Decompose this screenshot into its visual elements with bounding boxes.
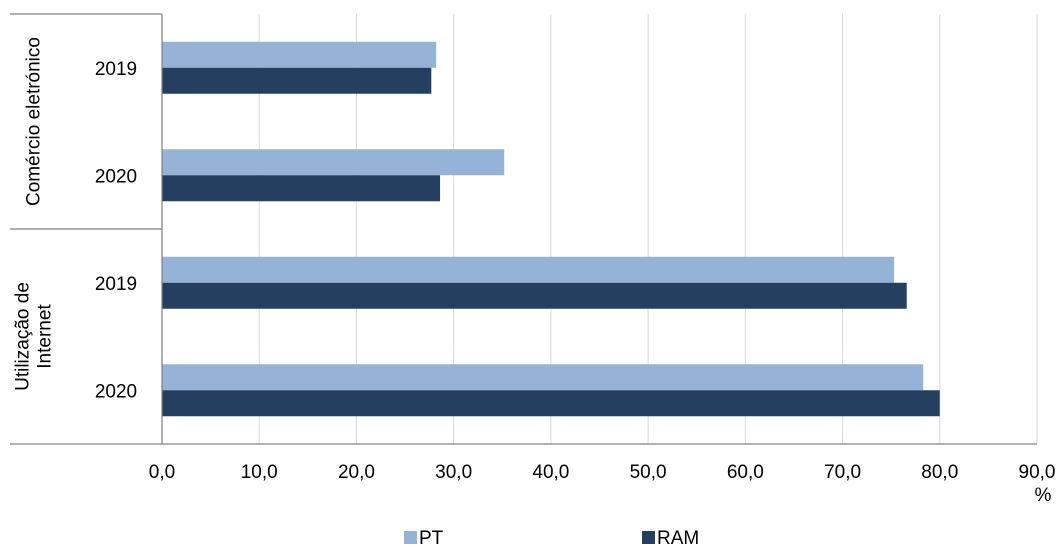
group-label: Comércio eletrónico xyxy=(24,37,45,206)
x-tick-label: 10,0 xyxy=(241,462,278,483)
bar-pt xyxy=(162,41,437,68)
x-tick-label: 50,0 xyxy=(630,462,667,483)
category-label: 2019 xyxy=(95,274,137,295)
x-tick-label: 0,0 xyxy=(149,462,175,483)
group-label: Utilização de xyxy=(13,282,34,391)
legend-label-pt: PT xyxy=(419,528,444,547)
category-label: 2020 xyxy=(95,166,137,187)
legend-swatch-ram xyxy=(642,531,655,544)
category-labels: 2019 2020 2019 2020 xyxy=(95,59,137,403)
group-label: Internet xyxy=(35,304,56,369)
bar-ram xyxy=(162,282,907,309)
legend: PT RAM xyxy=(404,528,699,547)
bars xyxy=(162,41,940,417)
x-tick-label: 40,0 xyxy=(532,462,569,483)
x-tick-label: 80,0 xyxy=(921,462,958,483)
bar-ram xyxy=(162,390,940,417)
legend-label-ram: RAM xyxy=(657,528,699,547)
group-labels: Comércio eletrónico Utilização de Internet xyxy=(13,37,56,391)
x-tick-label: 20,0 xyxy=(338,462,375,483)
axes xyxy=(10,13,1037,445)
bar-pt xyxy=(162,256,895,283)
bar-ram xyxy=(162,175,441,202)
bar-pt xyxy=(162,364,924,391)
category-label: 2019 xyxy=(95,59,137,80)
legend-swatch-pt xyxy=(404,531,417,544)
x-tick-label: 90,0 xyxy=(1019,462,1056,483)
x-tick-labels: 0,0 10,0 20,0 30,0 40,0 50,0 60,0 70,0 80,0 90,0 xyxy=(149,462,1056,483)
x-axis-unit-label: % xyxy=(1035,485,1052,506)
x-tick-label: 60,0 xyxy=(727,462,764,483)
x-tick-label: 70,0 xyxy=(824,462,861,483)
bar-pt xyxy=(162,149,505,176)
category-label: 2020 xyxy=(95,381,137,402)
bar-ram xyxy=(162,67,432,94)
x-tick-label: 30,0 xyxy=(435,462,472,483)
